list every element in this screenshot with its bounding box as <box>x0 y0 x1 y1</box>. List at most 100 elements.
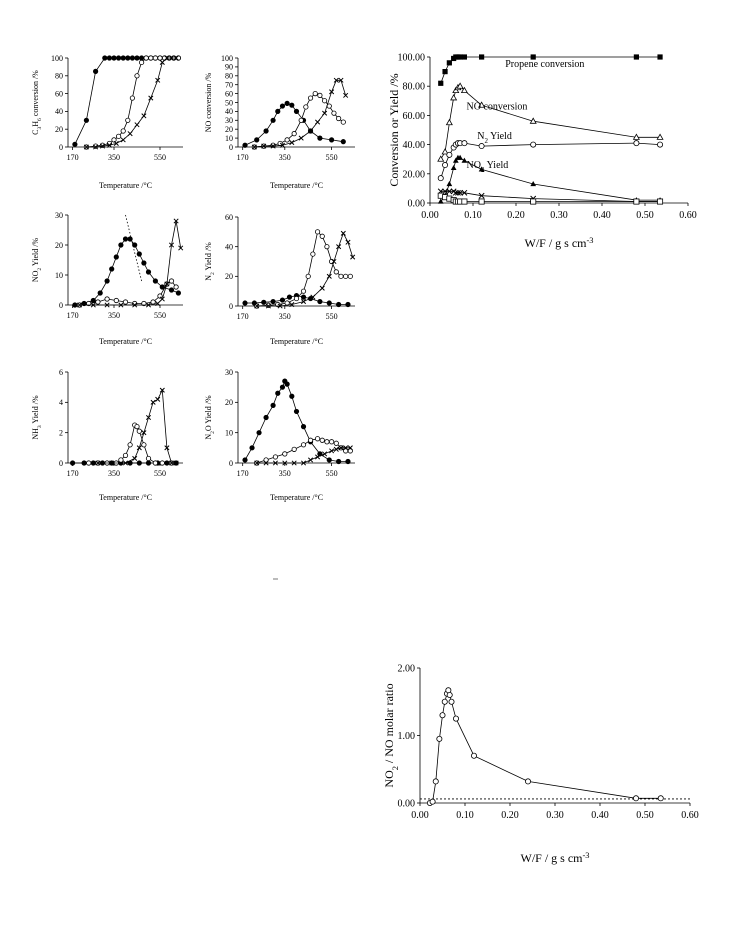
data-point <box>326 273 332 279</box>
data-point <box>129 95 135 101</box>
y-tick-label: 40 <box>225 242 233 251</box>
data-point <box>656 133 664 140</box>
data-point <box>136 251 142 257</box>
data-point <box>457 154 463 160</box>
data-point <box>164 445 170 451</box>
data-point <box>305 273 311 279</box>
series-filled-circle <box>72 55 181 147</box>
data-point <box>324 244 330 250</box>
data-point <box>141 260 147 266</box>
data-point <box>141 430 147 436</box>
data-point <box>293 295 300 302</box>
x-tick-label: 350 <box>108 311 120 320</box>
data-point <box>446 151 453 158</box>
data-point <box>315 119 321 125</box>
data-point <box>282 460 288 466</box>
data-point <box>289 393 295 399</box>
data-point <box>338 445 344 451</box>
data-point <box>127 442 133 448</box>
data-point <box>470 752 477 759</box>
data-point <box>265 302 272 308</box>
data-point <box>279 384 286 390</box>
data-point <box>90 302 96 308</box>
series-open-square <box>437 192 664 205</box>
data-point <box>97 290 103 296</box>
data-point <box>70 460 76 466</box>
data-point <box>307 128 314 134</box>
y-tick-label: 40 <box>55 107 63 116</box>
data-point <box>479 54 485 60</box>
data-point <box>633 198 640 205</box>
y-axis-label: NO2 / NO molar ratio <box>382 683 400 787</box>
x-tick-label: 550 <box>326 312 338 321</box>
data-point <box>127 236 133 242</box>
data-point <box>333 440 339 446</box>
data-point <box>122 460 129 466</box>
data-point <box>340 139 346 145</box>
y-tick-label: 100.00 <box>398 53 426 64</box>
series-line <box>254 93 344 148</box>
data-point <box>347 273 353 279</box>
series-line <box>256 231 351 307</box>
data-point <box>178 245 184 251</box>
data-point <box>461 157 468 163</box>
series-open-circle <box>83 55 181 150</box>
data-point <box>289 139 295 146</box>
data-point <box>289 102 295 108</box>
data-point <box>657 141 664 148</box>
data-point <box>457 189 464 196</box>
data-point <box>86 300 92 307</box>
y-tick-label: 30 <box>55 211 63 220</box>
data-point <box>300 460 307 466</box>
y-tick-label: 10 <box>225 134 233 143</box>
data-point <box>293 408 300 415</box>
data-point <box>113 140 119 146</box>
data-point <box>437 198 444 204</box>
data-point <box>76 302 83 308</box>
data-point <box>322 451 328 457</box>
data-point <box>338 273 344 279</box>
data-point <box>272 454 279 460</box>
series-open-circle <box>437 140 664 182</box>
y-tick-label: 60 <box>225 89 233 98</box>
y-tick-label: 0.00 <box>408 199 426 210</box>
chart-n2o: 0 10 20 30 170 350 550 Temperature /°C N2O Yield… <box>204 368 355 502</box>
data-point <box>347 445 353 451</box>
series-line <box>86 57 179 148</box>
y-tick-label: 80.00 <box>403 82 426 93</box>
data-point <box>116 55 122 61</box>
x-axis-label: Temperature /°C <box>270 181 323 190</box>
data-point <box>175 55 181 61</box>
data-point <box>275 108 281 115</box>
x-tick-label: 550 <box>154 469 166 478</box>
y-tick-label: 30 <box>225 368 233 377</box>
data-point <box>159 296 165 302</box>
data-point <box>168 242 175 248</box>
data-point <box>109 266 115 272</box>
data-point <box>173 218 179 224</box>
data-point <box>322 110 328 116</box>
data-point <box>445 118 453 126</box>
data-point <box>164 281 170 287</box>
data-point <box>284 137 290 143</box>
data-point <box>452 715 459 722</box>
data-point <box>300 442 307 448</box>
data-point <box>111 55 117 61</box>
data-point <box>155 396 161 402</box>
data-point <box>242 142 248 148</box>
data-point <box>454 189 461 196</box>
x-tick-label: 350 <box>108 469 120 478</box>
data-point <box>450 164 457 171</box>
data-point <box>242 457 248 463</box>
x-axis-label: Temperature /°C <box>270 337 323 346</box>
data-point <box>333 77 339 83</box>
data-point <box>478 101 486 108</box>
data-point <box>317 135 323 141</box>
data-point <box>345 239 351 245</box>
x-tick-label: 0.40 <box>593 210 611 221</box>
data-point <box>340 230 346 236</box>
data-point <box>104 278 110 284</box>
y-tick-label: 6 <box>59 368 63 377</box>
x-axis-label: W/F / g s cm-3 <box>521 851 590 866</box>
